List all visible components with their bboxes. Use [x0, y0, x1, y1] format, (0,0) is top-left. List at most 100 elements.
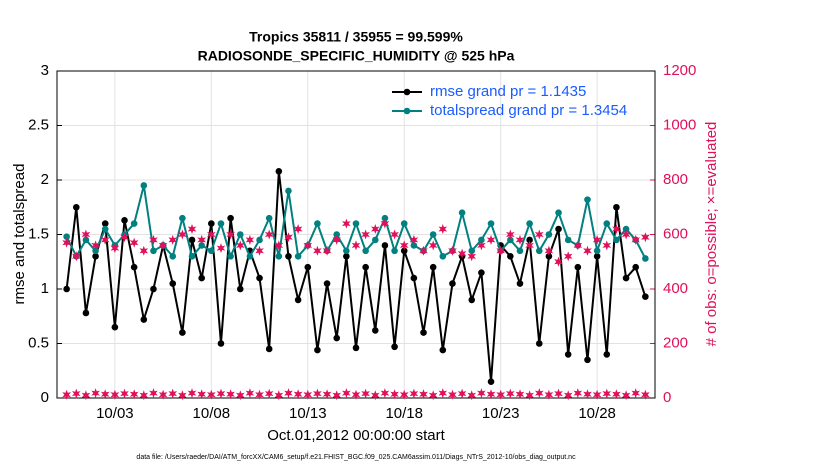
x-axis-label: Oct.01,2012 00:00:00 start — [267, 427, 445, 444]
obs-marker — [72, 388, 81, 399]
obs-marker — [207, 389, 216, 400]
point — [642, 255, 649, 262]
obs-marker — [477, 388, 486, 399]
y-tick-label: 1.5 — [28, 225, 49, 242]
point — [410, 242, 418, 249]
point — [516, 247, 524, 255]
point — [333, 334, 341, 342]
obs-marker — [255, 245, 264, 256]
y-tick-label: 2 — [41, 171, 49, 188]
point — [622, 225, 630, 233]
point — [275, 167, 283, 175]
obs-marker — [496, 389, 505, 400]
point — [217, 220, 225, 227]
x-tick-label: 10/23 — [482, 405, 520, 422]
obs-marker — [573, 388, 583, 399]
point — [400, 247, 408, 255]
point — [381, 214, 389, 222]
point — [574, 263, 582, 271]
point — [265, 345, 273, 353]
point — [545, 231, 553, 238]
point — [208, 247, 215, 255]
obs-marker — [313, 245, 322, 256]
obs-marker — [168, 388, 178, 399]
obs-marker — [178, 229, 187, 240]
y-axis-label: rmse and totalspread — [11, 164, 28, 305]
obs-marker — [399, 389, 409, 400]
point — [265, 214, 273, 222]
point — [227, 214, 234, 222]
obs-marker — [534, 388, 544, 399]
point — [487, 378, 495, 385]
obs-marker — [457, 388, 467, 399]
obs-marker — [371, 390, 380, 401]
point — [487, 220, 495, 227]
x-tick-label: 10/28 — [578, 405, 616, 422]
y2-tick-label: 1200 — [663, 62, 696, 79]
point — [642, 293, 649, 300]
point — [285, 187, 292, 195]
obs-marker — [226, 389, 235, 400]
point — [535, 247, 543, 255]
obs-marker — [332, 234, 341, 245]
point — [478, 236, 485, 244]
obs-marker — [313, 388, 322, 399]
obs-marker — [631, 234, 640, 245]
point — [381, 242, 389, 249]
point — [555, 209, 562, 216]
point — [400, 220, 408, 227]
obs-marker — [168, 234, 178, 245]
obs-marker — [631, 388, 640, 399]
obs-marker — [361, 388, 370, 399]
point — [179, 329, 186, 336]
point — [391, 247, 398, 255]
point — [82, 236, 90, 244]
obs-marker — [544, 389, 554, 400]
obs-marker — [496, 245, 505, 256]
obs-marker — [139, 245, 149, 256]
point — [333, 231, 341, 238]
point — [420, 329, 427, 336]
point — [371, 236, 379, 244]
footer: data file: /Users/raeder/DAI/ATM_forcXX/… — [136, 454, 576, 461]
point — [140, 182, 148, 189]
obs-marker — [245, 234, 255, 245]
point — [362, 247, 369, 255]
point — [564, 351, 572, 358]
point — [169, 280, 177, 287]
point — [478, 269, 485, 276]
obs-marker — [149, 234, 158, 245]
point — [236, 285, 244, 293]
obs-marker — [197, 234, 206, 245]
obs-marker — [322, 245, 332, 256]
obs-marker — [303, 389, 313, 400]
point — [410, 274, 418, 282]
obs-marker — [641, 389, 650, 400]
y-tick-label: 0.5 — [28, 334, 49, 351]
y-tick-label: 3 — [41, 62, 49, 79]
point — [72, 203, 80, 211]
obs-marker — [554, 256, 563, 267]
obs-marker — [322, 389, 332, 400]
x-tick-label: 10/08 — [193, 405, 231, 422]
obs-marker — [342, 388, 351, 399]
point — [584, 196, 591, 203]
point — [314, 220, 321, 227]
point — [371, 327, 379, 334]
obs-marker — [448, 245, 457, 256]
obs-marker — [216, 388, 226, 399]
obs-marker — [554, 388, 563, 399]
obs-marker — [235, 240, 245, 251]
obs-marker — [245, 388, 255, 399]
point — [439, 346, 447, 354]
obs-marker — [207, 229, 216, 240]
obs-marker — [563, 251, 573, 262]
obs-marker — [399, 240, 409, 251]
y2-tick-label: 200 — [663, 334, 688, 351]
point — [150, 247, 157, 255]
point — [449, 280, 456, 287]
point — [246, 252, 254, 260]
obs-marker — [438, 224, 448, 234]
point — [622, 274, 630, 282]
obs-marker — [602, 388, 612, 399]
